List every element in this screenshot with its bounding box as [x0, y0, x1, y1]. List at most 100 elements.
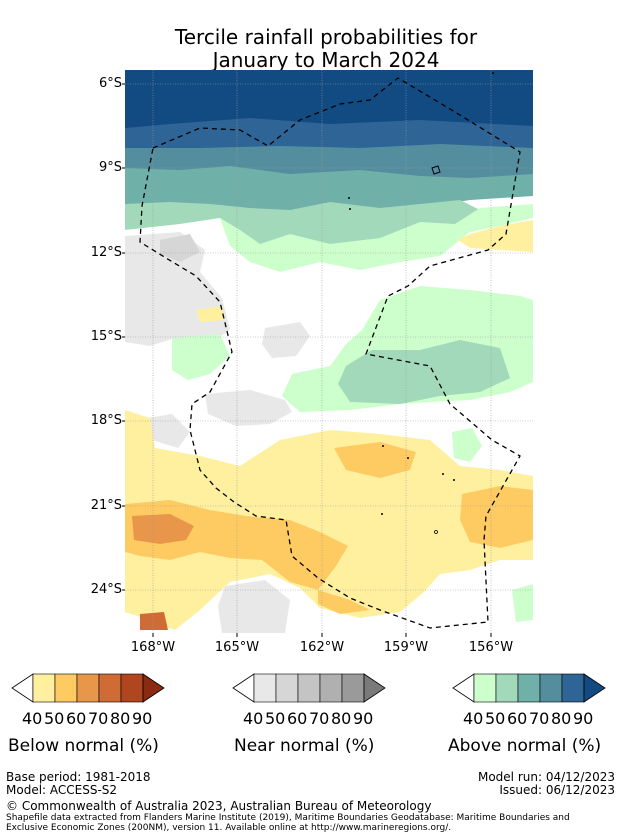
near-40-region-south: [218, 580, 290, 633]
lon-label: 159°W: [383, 640, 429, 655]
legend-number: 60: [66, 709, 87, 728]
base-period: Base period: 1981-2018: [6, 770, 151, 784]
legend-number: 90: [132, 709, 153, 728]
below-70-region-sw: [140, 612, 168, 630]
above-80-region: [125, 118, 533, 150]
colorbar-swatch: [561, 673, 585, 703]
legend-number: 80: [110, 709, 131, 728]
colorbar-swatch: [539, 673, 563, 703]
lat-label: 21°S: [90, 498, 122, 513]
lon-label: 165°W: [214, 640, 260, 655]
lon-label: 168°W: [130, 640, 176, 655]
legend-title-above: Above normal (%): [448, 736, 602, 756]
colorbar-swatch: [120, 673, 144, 703]
copyright: © Commonwealth of Australia 2023, Austra…: [6, 799, 432, 813]
map-panel: [125, 70, 533, 633]
source-line-2: Exclusive Economic Zones (200NM), versio…: [6, 823, 452, 833]
colorbar-swatch: [495, 673, 519, 703]
lat-label: 18°S: [90, 413, 122, 428]
legend-title-below: Below normal (%): [8, 736, 159, 756]
colorbar-near: [232, 673, 386, 703]
legend-number: 40: [463, 709, 484, 728]
colorbar-below: [11, 673, 165, 703]
legend-number: 50: [44, 709, 65, 728]
below-50-region-central: [334, 442, 416, 478]
colorbar-above: [452, 673, 606, 703]
above-40-region-west: [172, 334, 230, 380]
colorbar-swatch: [275, 673, 299, 703]
lat-label: 9°S: [98, 160, 122, 175]
title-line-2: January to March 2024: [212, 48, 440, 72]
island: [348, 197, 350, 199]
model-name: Model: ACCESS-S2: [6, 783, 118, 797]
legend-number: 50: [265, 709, 286, 728]
above-70-region: [125, 144, 533, 180]
lat-label: 6°S: [98, 76, 122, 91]
colorbar-high-arrow: [142, 673, 165, 703]
below-40-region-south: [125, 410, 533, 630]
colorbar-swatch: [98, 673, 122, 703]
colorbar-high-arrow: [583, 673, 606, 703]
colorbar-swatch: [473, 673, 497, 703]
legend-number: 70: [529, 709, 550, 728]
island: [382, 445, 384, 447]
colorbar-low-arrow: [232, 673, 255, 703]
below-60-region-south: [132, 514, 194, 544]
near-40-region-west2: [148, 414, 190, 448]
below-40-region-ne: [458, 220, 533, 252]
legend-number: 80: [551, 709, 572, 728]
colorbar-low-arrow: [11, 673, 34, 703]
colorbar-swatch: [517, 673, 541, 703]
colorbar-swatch: [341, 673, 365, 703]
above-40-region-north: [220, 204, 533, 272]
legend-number: 70: [309, 709, 330, 728]
legend-number: 90: [353, 709, 374, 728]
lon-label: 162°W: [299, 640, 345, 655]
island: [381, 513, 383, 515]
island: [453, 479, 455, 481]
below-50-region-east: [460, 486, 533, 548]
above-40-region-se2: [512, 584, 533, 622]
legend-number: 80: [331, 709, 352, 728]
legend-number: 50: [485, 709, 506, 728]
eez-boundary: [139, 77, 521, 629]
above-50-region-central: [338, 340, 510, 404]
model-run: Model run: 04/12/2023: [477, 770, 615, 784]
legend-number: 60: [287, 709, 308, 728]
legend-number: 90: [573, 709, 594, 728]
colorbar-high-arrow: [363, 673, 386, 703]
issued-date: Issued: 06/12/2023: [499, 783, 615, 797]
island: [407, 457, 409, 459]
source-line-1: Shapefile data extracted from Flanders M…: [6, 813, 570, 823]
axis-ticks: [122, 83, 492, 637]
island: [431, 165, 441, 175]
legend-number: 40: [22, 709, 43, 728]
colorbar-swatch: [319, 673, 343, 703]
legend-number: 70: [88, 709, 109, 728]
colorbar-low-arrow: [452, 673, 475, 703]
colorbar-swatch: [76, 673, 100, 703]
above-40-region-east: [452, 428, 482, 462]
colorbar-swatch: [253, 673, 277, 703]
colorbar-swatch: [32, 673, 56, 703]
legend-number: 40: [243, 709, 264, 728]
lat-label: 24°S: [90, 582, 122, 597]
island: [349, 208, 351, 210]
graticule: [125, 70, 533, 633]
legend-title-near: Near normal (%): [234, 736, 375, 756]
above-60-region: [125, 166, 533, 212]
near-50-region-west: [160, 234, 200, 262]
lon-label: 156°W: [468, 640, 514, 655]
near-40-region-mid: [262, 322, 310, 358]
below-40-region-small: [196, 306, 224, 322]
colorbar-swatch: [54, 673, 78, 703]
island: [442, 473, 444, 475]
title-line-1: Tercile rainfall probabilities for: [174, 25, 478, 49]
near-40-region-central: [205, 390, 292, 426]
lat-label: 15°S: [90, 329, 122, 344]
lat-label: 12°S: [90, 245, 122, 260]
island: [434, 530, 438, 534]
legend-number: 60: [507, 709, 528, 728]
below-50-region-ssw: [318, 590, 370, 614]
